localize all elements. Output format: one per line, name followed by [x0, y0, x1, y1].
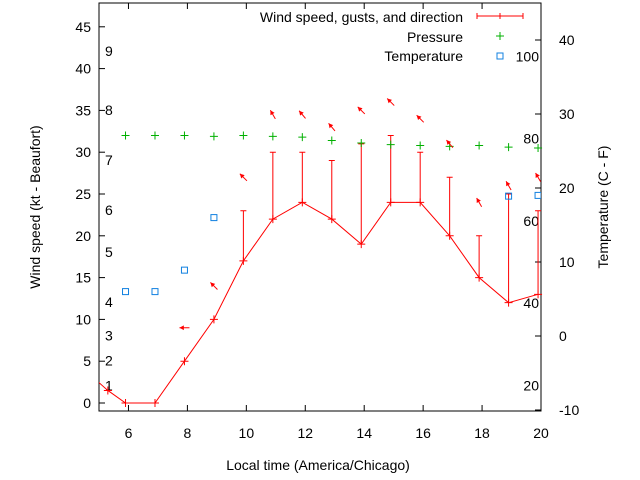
- y2-tick-label: 0: [559, 328, 567, 344]
- y2-tick-label: 10: [559, 254, 575, 270]
- y-tick-label: 30: [75, 144, 91, 160]
- pressure-point: [121, 131, 130, 140]
- gust-bar: [299, 151, 306, 203]
- pressure-point: [357, 139, 366, 148]
- wind-direction-arrowhead: [210, 282, 216, 288]
- wind-line: [99, 201, 539, 404]
- pressure-point: [180, 131, 189, 140]
- wind-point: [180, 357, 189, 366]
- y2-tick-label: 30: [559, 106, 575, 122]
- beaufort-label: 3: [105, 327, 113, 343]
- gust-bar: [476, 235, 483, 278]
- beaufort-label: 2: [105, 353, 113, 369]
- wind-direction-arrowhead: [387, 98, 392, 104]
- fahrenheit-label: 100: [516, 48, 540, 64]
- wind-direction-arrowhead: [506, 181, 511, 187]
- gust-bar: [240, 210, 247, 261]
- x-tick-label: 10: [239, 425, 255, 441]
- legend-temperature-label: Temperature: [384, 48, 463, 64]
- legend-pressure-label: Pressure: [407, 29, 463, 45]
- y-tick-label: 20: [75, 228, 91, 244]
- wind-direction-arrowhead: [357, 106, 363, 112]
- pressure-point: [416, 141, 425, 150]
- pressure-point: [475, 141, 484, 150]
- y2-axis-label: Temperature (C - F): [595, 146, 611, 269]
- y-tick-label: 15: [75, 270, 91, 286]
- y2-tick-label: -10: [559, 402, 579, 418]
- wind-point: [103, 386, 112, 395]
- y-tick-label: 5: [83, 353, 91, 369]
- gust-bar: [269, 151, 276, 220]
- y2-tick-label: 40: [559, 32, 575, 48]
- wind-direction-arrowhead: [179, 325, 184, 331]
- plot-frame: [98, 2, 542, 412]
- gust-bar: [328, 160, 335, 220]
- fahrenheit-label: 60: [523, 213, 539, 229]
- wind-direction-arrowhead: [270, 110, 275, 116]
- beaufort-label: 8: [105, 102, 113, 118]
- pressure-point: [504, 143, 513, 152]
- wind-point: [121, 399, 130, 407]
- x-tick-label: 16: [415, 425, 431, 441]
- y-tick-label: 45: [75, 19, 91, 35]
- beaufort-label: 6: [105, 202, 113, 218]
- beaufort-label: 4: [105, 294, 113, 310]
- y-tick-label: 40: [75, 61, 91, 77]
- x-axis-label: Local time (America/Chicago): [226, 457, 410, 473]
- temperature-point: [210, 214, 218, 222]
- wind-direction-arrowhead: [446, 140, 452, 145]
- gust-bar: [505, 193, 512, 303]
- legend-temperature-swatch: [496, 52, 504, 60]
- wind-direction-arrowhead: [239, 173, 245, 179]
- gust-bar: [535, 210, 542, 295]
- wind-point: [209, 315, 218, 324]
- x-tick-label: 18: [474, 425, 490, 441]
- x-tick-label: 8: [184, 425, 192, 441]
- temperature-point: [505, 192, 513, 200]
- pressure-point: [534, 144, 543, 153]
- beaufort-label: 7: [105, 152, 113, 168]
- wind-direction-arrowhead: [535, 172, 540, 178]
- y-tick-label: 25: [75, 186, 91, 202]
- beaufort-label: 1: [105, 378, 113, 394]
- fahrenheit-label: 80: [523, 131, 539, 147]
- pressure-point: [327, 136, 336, 145]
- y-tick-label: 0: [83, 395, 91, 411]
- temperature-point: [151, 288, 159, 296]
- temperature-point: [534, 191, 541, 199]
- legend-wind-swatch: [476, 13, 524, 19]
- pressure-point: [298, 133, 307, 142]
- gust-bar: [446, 176, 453, 236]
- gust-bar: [358, 143, 365, 245]
- beaufort-label: 9: [105, 43, 113, 59]
- fahrenheit-label: 40: [523, 295, 539, 311]
- temperature-point: [122, 288, 130, 296]
- pressure-point: [150, 131, 159, 140]
- fahrenheit-label: 20: [523, 377, 539, 393]
- pressure-point: [268, 132, 277, 141]
- gust-bar: [417, 151, 424, 203]
- pressure-point: [209, 132, 218, 141]
- wind-point: [150, 399, 159, 407]
- beaufort-label: 5: [105, 244, 113, 260]
- x-tick-label: 20: [533, 425, 549, 441]
- wind-direction-arrowhead: [299, 110, 304, 116]
- y-tick-label: 10: [75, 311, 91, 327]
- y-axis-label: Wind speed (kt - Beaufort): [27, 125, 43, 288]
- wind-direction-arrowhead: [328, 123, 334, 129]
- x-tick-label: 6: [125, 425, 133, 441]
- temperature-point: [180, 266, 188, 274]
- x-tick-label: 14: [356, 425, 372, 441]
- y2-tick-label: 20: [559, 180, 575, 196]
- legend-wind-label: Wind speed, gusts, and direction: [260, 9, 463, 25]
- pressure-point: [386, 140, 395, 149]
- x-tick-label: 12: [297, 425, 313, 441]
- wind-direction-arrowhead: [476, 198, 481, 204]
- y-tick-label: 35: [75, 102, 91, 118]
- legend-pressure-swatch: [496, 32, 504, 40]
- wind-direction-arrowhead: [416, 115, 422, 121]
- pressure-point: [239, 131, 248, 140]
